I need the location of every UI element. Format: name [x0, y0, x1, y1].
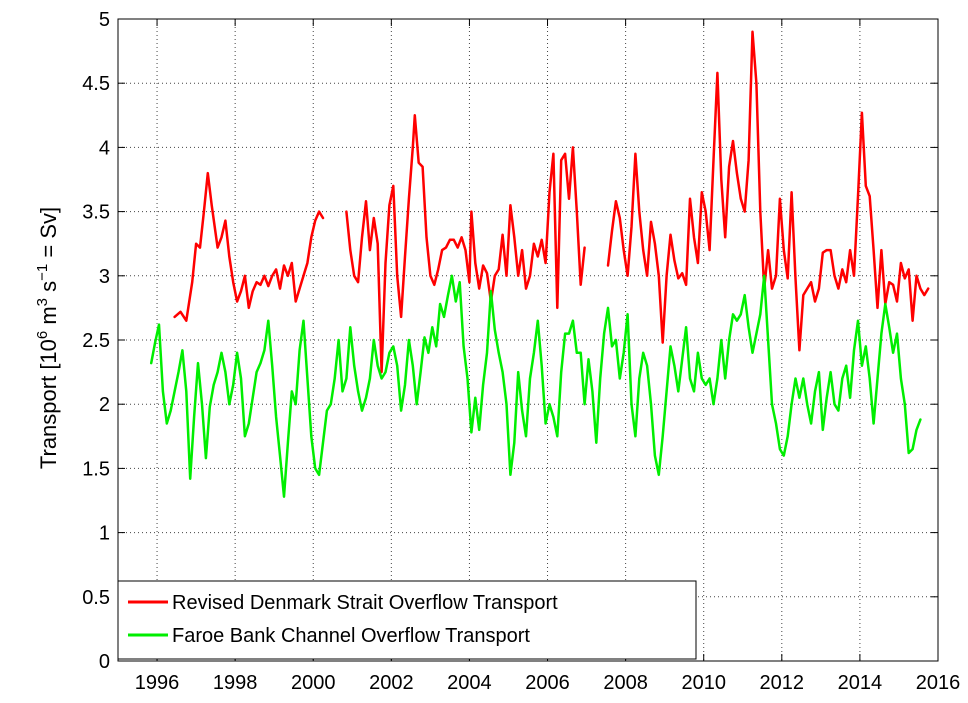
- y-axis-label-part: s: [36, 281, 61, 298]
- x-tick-label: 2016: [916, 672, 961, 694]
- legend-label-denmark-strait: Revised Denmark Strait Overflow Transpor…: [172, 592, 558, 614]
- legend-box: [117, 580, 697, 660]
- legend: Revised Denmark Strait Overflow Transpor…: [117, 580, 697, 660]
- x-tick-label: 2006: [525, 672, 570, 694]
- x-tick-label: 1996: [135, 672, 180, 694]
- y-axis-label-part: Transport [10: [36, 339, 61, 469]
- y-axis-label: Transport [106 m3 s−1 = Sv]: [34, 207, 61, 469]
- y-tick-label: 0: [99, 651, 110, 673]
- y-tick-label: 5: [99, 9, 110, 31]
- legend-label-faroe-bank: Faroe Bank Channel Overflow Transport: [172, 625, 530, 647]
- y-axis-label-exponent: 6: [34, 331, 51, 339]
- x-tick-label: 2012: [760, 672, 805, 694]
- x-tick-label: 2000: [291, 672, 336, 694]
- series-line-denmark-strait: [173, 171, 325, 322]
- y-tick-label: 1.5: [82, 458, 110, 480]
- x-tick-label: 2008: [603, 672, 648, 694]
- series-line-denmark-strait: [345, 114, 586, 374]
- x-axis-tick-labels: 1996 1998 2000 2002 2004 2006 2008 2010 2012 2014…: [135, 672, 960, 694]
- y-axis-label-exponent: −1: [34, 264, 51, 281]
- y-tick-label: 2.5: [82, 330, 110, 352]
- x-tick-label: 2002: [369, 672, 414, 694]
- grid-lines: [118, 18, 939, 662]
- y-tick-label: 2: [99, 394, 110, 416]
- y-axis-tick-labels: 0 0.5 1 1.5 2 2.5 3 3.5 4 4.5 5: [82, 9, 110, 673]
- x-tick-label: 2010: [681, 672, 726, 694]
- series-layer: [149, 30, 930, 498]
- x-tick-label: 2014: [838, 672, 883, 694]
- y-tick-label: 0.5: [82, 587, 110, 609]
- x-tick-label: 2004: [447, 672, 492, 694]
- y-tick-label: 3.5: [82, 202, 110, 224]
- y-tick-label: 3: [99, 266, 110, 288]
- series-line-denmark-strait: [606, 30, 930, 352]
- y-axis-label-part: = Sv]: [36, 207, 61, 264]
- y-tick-label: 4.5: [82, 73, 110, 95]
- x-tick-label: 1998: [213, 672, 258, 694]
- series-line-faroe-bank: [149, 274, 922, 498]
- y-tick-label: 1: [99, 523, 110, 545]
- y-axis-label-exponent: 3: [34, 298, 51, 306]
- y-axis-label-part: m: [36, 306, 61, 330]
- y-tick-label: 4: [99, 137, 110, 159]
